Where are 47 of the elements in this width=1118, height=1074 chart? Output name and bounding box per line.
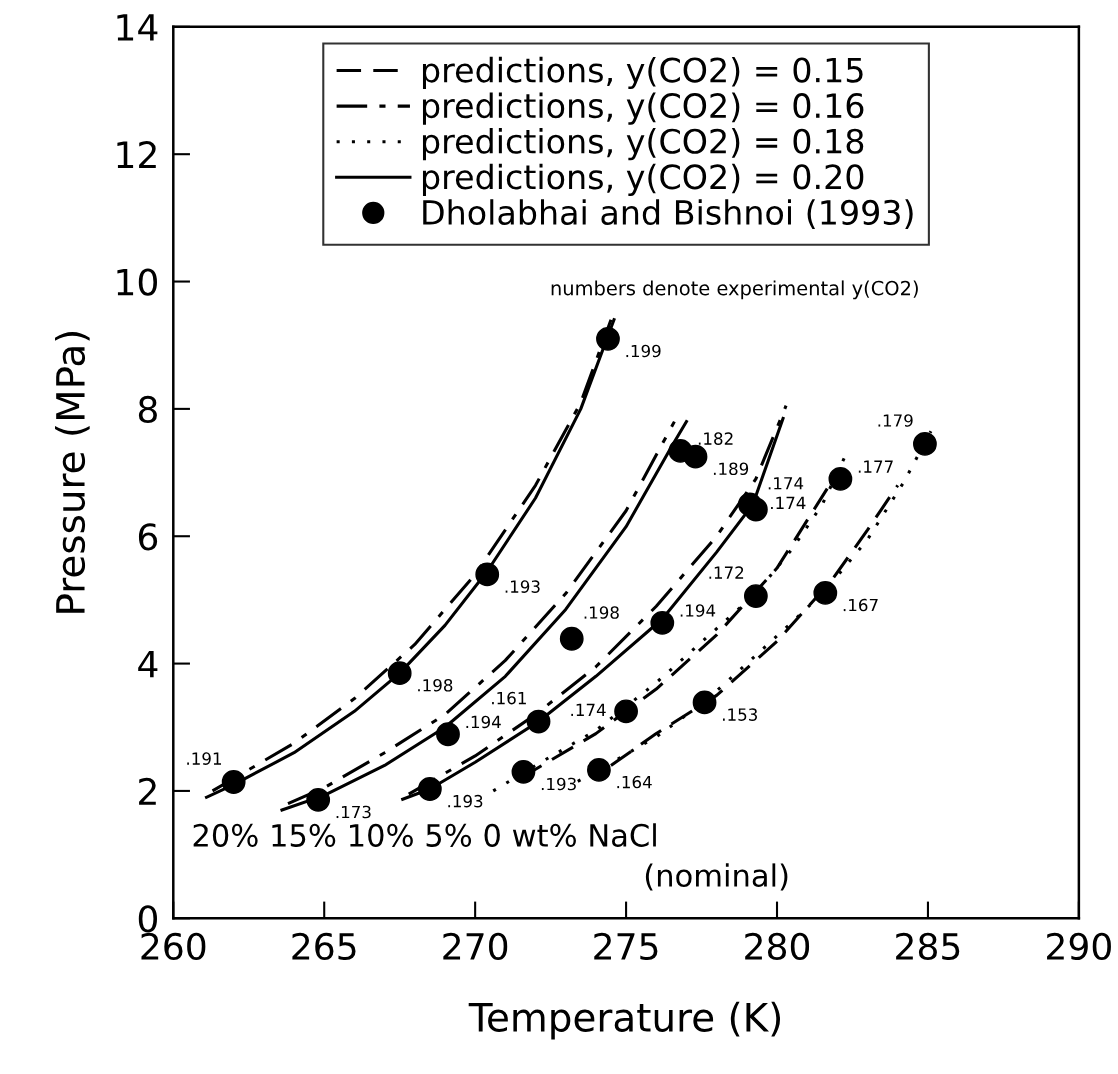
x-tick-label: 285 — [896, 932, 960, 961]
annotation: .193 — [505, 580, 540, 593]
annotation: .174 — [768, 477, 804, 490]
annotation: .174 — [771, 496, 806, 509]
x-tick-label: 265 — [292, 932, 356, 961]
annotation: .182 — [698, 432, 733, 445]
annotation: .199 — [626, 344, 661, 358]
x-tick-label: 290 — [1047, 932, 1111, 961]
annotation: .164 — [617, 775, 652, 789]
annotation: .161 — [492, 691, 526, 705]
y-tick-label: 10 — [117, 268, 157, 296]
x-tick-label: 260 — [141, 932, 206, 961]
annotation: .172 — [709, 566, 744, 579]
y-axis-title: Pressure (MPa) — [55, 331, 90, 613]
y-tick-label: 8 — [138, 395, 157, 424]
legend-label: predictions, y(CO2) = 0.20 — [422, 163, 864, 196]
annotation: .194 — [466, 715, 501, 729]
annotation: .191 — [187, 752, 222, 765]
annotation: .194 — [680, 604, 716, 617]
y-tick-label: 2 — [139, 777, 156, 805]
annotation: .193 — [541, 777, 576, 791]
annotation: .174 — [571, 703, 606, 716]
x-axis-title: Temperature (K) — [468, 1001, 780, 1040]
annotation: .153 — [723, 708, 757, 721]
x-tick-label: 280 — [745, 932, 810, 961]
legend-label: predictions, y(CO2) = 0.18 — [422, 128, 864, 161]
legend-label: predictions, y(CO2) = 0.15 — [422, 56, 863, 90]
y-tick-label: 4 — [138, 650, 158, 678]
annotation: .177 — [858, 460, 893, 473]
x-tick-label: 270 — [443, 932, 508, 961]
annotation: .198 — [584, 606, 619, 619]
annotation: .173 — [336, 805, 371, 819]
annotation: numbers denote experimental y(CO2) — [551, 280, 918, 300]
x-tick-label: 275 — [594, 932, 658, 961]
annotation: .167 — [843, 598, 878, 612]
annotation: .198 — [418, 678, 453, 692]
annotation: .193 — [448, 794, 483, 808]
annotation: .189 — [713, 462, 749, 476]
y-tick-label: 6 — [138, 523, 158, 551]
legend-label: predictions, y(CO2) = 0.16 — [422, 92, 864, 125]
y-tick-label: 12 — [117, 141, 156, 168]
annotation: (nominal) — [645, 863, 788, 891]
legend-label: Dholabhai and Bishnoi (1993) — [423, 199, 913, 229]
y-tick-label: 14 — [117, 14, 158, 41]
y-tick-label: 0 — [138, 905, 157, 933]
annotation: 20% 15% 10% 5% 0 wt% NaCl — [193, 823, 656, 847]
annotation: .179 — [878, 414, 913, 427]
